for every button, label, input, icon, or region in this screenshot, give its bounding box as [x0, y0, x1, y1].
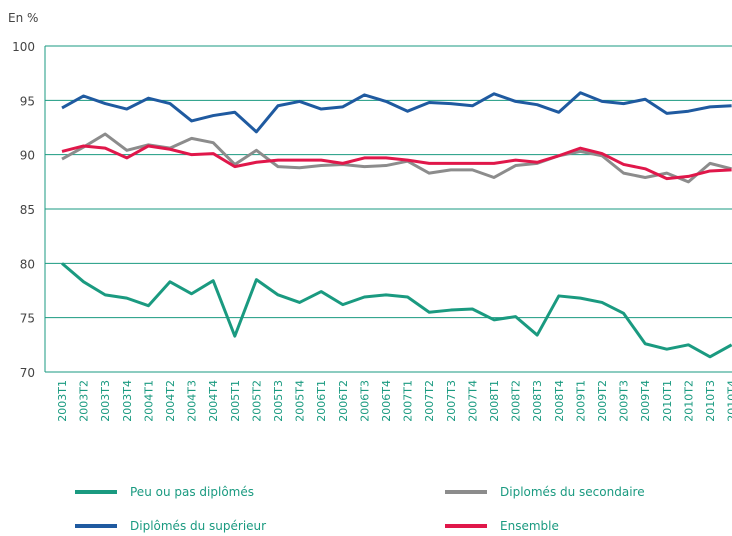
- legend-label: Diplômés du supérieur: [130, 519, 266, 533]
- y-axis-label: En %: [8, 11, 38, 25]
- legend-label: Peu ou pas diplômés: [130, 485, 254, 499]
- y-tick-label: 75: [20, 312, 35, 326]
- x-tick-label: 2004T1: [142, 380, 155, 422]
- x-tick-label: 2004T3: [186, 380, 199, 422]
- y-tick-label: 80: [20, 257, 35, 271]
- legend-label: Ensemble: [500, 519, 559, 533]
- series-line: [61, 262, 732, 359]
- x-tick-label: 2006T4: [380, 380, 393, 422]
- x-tick-label: 2003T4: [121, 380, 134, 422]
- y-tick-label: 90: [20, 149, 35, 163]
- series-line: [61, 144, 732, 181]
- x-tick-label: 2004T4: [207, 380, 220, 422]
- x-tick-label: 2007T4: [466, 380, 479, 422]
- x-tick-label: 2005T2: [250, 380, 263, 422]
- x-tick-label: 2007T2: [423, 380, 436, 422]
- y-tick-label: 95: [20, 94, 35, 108]
- x-tick-label: 2006T3: [358, 380, 371, 422]
- x-tick-label: 2003T3: [99, 380, 112, 422]
- x-tick-label: 2003T1: [56, 380, 69, 422]
- x-tick-label: 2009T3: [618, 380, 631, 422]
- series-line: [61, 91, 732, 134]
- x-tick-label: 2007T3: [445, 380, 458, 422]
- x-tick-label: 2008T4: [553, 380, 566, 422]
- x-tick-label: 2009T1: [574, 380, 587, 422]
- series-line: [61, 132, 732, 184]
- x-tick-label: 2006T1: [315, 380, 328, 422]
- x-tick-label: 2006T2: [337, 380, 350, 422]
- x-tick-label: 2009T4: [639, 380, 652, 422]
- x-tick-label: 2008T2: [510, 380, 523, 422]
- y-tick-label: 85: [20, 203, 35, 217]
- x-tick-label: 2010T4: [726, 380, 732, 422]
- x-tick-label: 2004T2: [164, 380, 177, 422]
- x-tick-label: 2005T4: [294, 380, 307, 422]
- x-tick-label: 2008T1: [488, 380, 501, 422]
- x-tick-label: 2010T3: [704, 380, 717, 422]
- x-tick-label: 2010T1: [661, 380, 674, 422]
- x-tick-label: 2008T3: [531, 380, 544, 422]
- x-tick-label: 2005T3: [272, 380, 285, 422]
- y-tick-label: 100: [12, 40, 35, 54]
- x-tick-label: 2007T1: [402, 380, 415, 422]
- legend-label: Diplomés du secondaire: [500, 485, 645, 499]
- y-tick-label: 70: [20, 366, 35, 380]
- x-tick-label: 2010T2: [682, 380, 695, 422]
- x-tick-label: 2003T2: [78, 380, 91, 422]
- x-tick-label: 2005T1: [229, 380, 242, 422]
- x-tick-label: 2009T2: [596, 380, 609, 422]
